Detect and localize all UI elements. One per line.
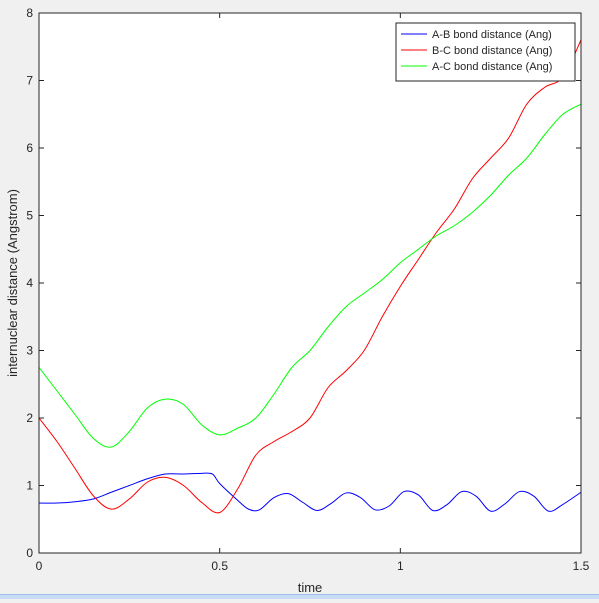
tick-layer: 0 0.5 1 1.5 0 1 2 3 4 5 6 7 8 bbox=[26, 6, 589, 573]
window-bottom-edge bbox=[0, 594, 599, 599]
x-axis-label: time bbox=[298, 580, 323, 595]
x-tick-label: 1.5 bbox=[573, 559, 590, 573]
y-tick-label: 7 bbox=[26, 74, 33, 88]
y-tick-label: 2 bbox=[26, 411, 33, 425]
y-tick-label: 5 bbox=[26, 209, 33, 223]
x-tick-label: 1 bbox=[397, 559, 404, 573]
y-tick-label: 1 bbox=[26, 479, 33, 493]
series-line-2 bbox=[38, 39, 582, 514]
y-tick-label: 8 bbox=[26, 6, 33, 20]
y-tick-label: 6 bbox=[26, 141, 33, 155]
series-layer bbox=[38, 39, 582, 514]
x-tick-label: 0 bbox=[36, 559, 43, 573]
legend-box bbox=[395, 22, 576, 82]
x-tick-label: 0.5 bbox=[211, 559, 228, 573]
series-line-3 bbox=[38, 103, 582, 448]
y-tick-label: 4 bbox=[26, 276, 33, 290]
legend: A-B bond distance (Ang) B-C bond distance… bbox=[395, 22, 576, 82]
y-tick-label: 0 bbox=[26, 546, 33, 560]
series-line-1 bbox=[38, 472, 582, 512]
legend-entry-label: A-C bond distance (Ang) bbox=[432, 61, 552, 73]
plot-area bbox=[39, 13, 581, 553]
y-tick-label: 3 bbox=[26, 344, 33, 358]
legend-entry-label: B-C bond distance (Ang) bbox=[432, 45, 552, 57]
legend-entry-label: A-B bond distance (Ang) bbox=[432, 29, 552, 41]
y-axis-label: internuclear distance (Angstrom) bbox=[5, 189, 20, 377]
